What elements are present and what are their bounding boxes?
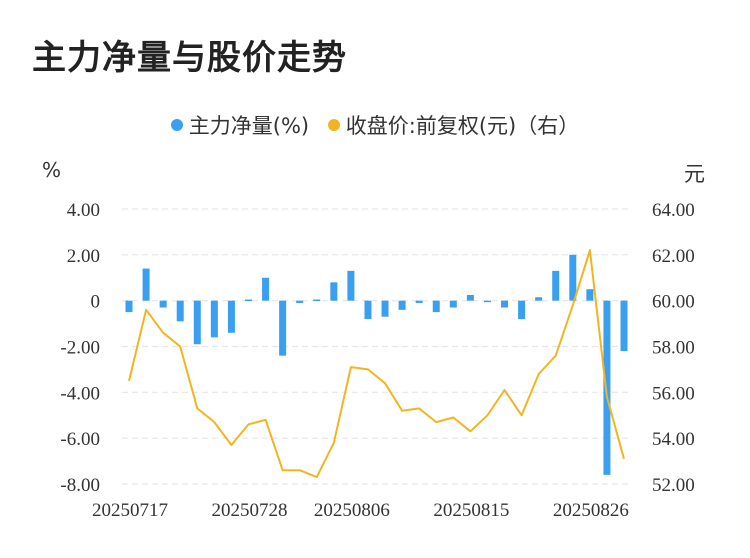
y-right-tick-label: 58.00 <box>652 338 695 359</box>
bar[interactable] <box>466 294 474 301</box>
chart-title: 主力净量与股价走势 <box>32 38 347 78</box>
bar[interactable] <box>603 300 611 475</box>
bar[interactable] <box>518 300 526 319</box>
bar[interactable] <box>159 300 167 308</box>
legend: 主力净量(%) 收盘价:前复权(元)（右） <box>0 110 750 140</box>
bar[interactable] <box>347 270 355 301</box>
y-right-tick-label: 60.00 <box>652 292 695 313</box>
x-axis-labels: 20250717 20250728 20250806 20250815 20250826 <box>92 500 629 521</box>
legend-price-label: 收盘价:前复权(元)（右） <box>345 114 580 138</box>
bar[interactable] <box>142 268 150 301</box>
bar[interactable] <box>398 300 406 310</box>
x-tick-label: 20250815 <box>433 500 509 521</box>
y-left-tick-label: 2.00 <box>67 246 100 267</box>
y-right-tick-label: 62.00 <box>652 246 695 267</box>
legend-price-marker <box>327 119 340 131</box>
bar[interactable] <box>330 282 338 301</box>
bar[interactable] <box>501 300 509 308</box>
y-left-tick-label: -8.00 <box>60 475 100 496</box>
x-tick-label: 20250826 <box>553 500 629 521</box>
bar[interactable] <box>262 277 270 301</box>
y-right-tick-label: 52.00 <box>652 475 695 496</box>
y-left-tick-label: -4.00 <box>60 383 100 404</box>
left-axis-unit: % <box>42 158 62 182</box>
bar[interactable] <box>125 300 133 313</box>
legend-item-net[interactable]: 主力净量(%) <box>170 110 310 140</box>
bar-series <box>125 254 628 475</box>
bar[interactable] <box>364 300 372 319</box>
legend-net-marker <box>170 119 183 131</box>
legend-item-price[interactable]: 收盘价:前复权(元)（右） <box>327 110 580 140</box>
bar[interactable] <box>227 300 235 333</box>
x-tick-label: 20250728 <box>211 500 287 521</box>
bar[interactable] <box>432 300 440 313</box>
bar[interactable] <box>586 289 594 301</box>
bar[interactable] <box>483 300 491 303</box>
x-tick-label: 20250806 <box>314 500 390 521</box>
bar[interactable] <box>210 300 218 338</box>
bar[interactable] <box>620 300 628 352</box>
legend-net-label: 主力净量(%) <box>188 114 310 138</box>
y-left-tick-label: 0 <box>91 292 101 313</box>
x-tick-label: 20250717 <box>92 500 168 521</box>
right-axis-unit: 元 <box>684 162 705 186</box>
bar[interactable] <box>415 300 423 303</box>
bar[interactable] <box>381 300 389 317</box>
bar[interactable] <box>535 297 543 301</box>
y-right-tick-label: 64.00 <box>652 200 695 221</box>
y-left-tick-label: -2.00 <box>60 338 100 359</box>
y-right-tick-label: 56.00 <box>652 383 695 404</box>
bar[interactable] <box>313 299 321 302</box>
grid-lines <box>122 208 632 485</box>
bar[interactable] <box>244 299 252 302</box>
bar[interactable] <box>279 300 287 356</box>
y-axis-labels: 4.00 64.00 2.00 62.00 0 60.00 -2.00 58.00 -4.00 5… <box>60 200 694 496</box>
bar[interactable] <box>193 300 201 345</box>
y-left-tick-label: 4.00 <box>67 200 100 221</box>
price-line[interactable] <box>128 249 625 479</box>
bar[interactable] <box>552 270 560 301</box>
bar[interactable] <box>296 300 304 303</box>
y-left-tick-label: -6.00 <box>60 429 100 450</box>
bar[interactable] <box>569 254 577 301</box>
y-right-tick-label: 54.00 <box>652 429 695 450</box>
line-series <box>128 249 625 479</box>
bar[interactable] <box>449 300 457 308</box>
bar[interactable] <box>176 300 184 322</box>
